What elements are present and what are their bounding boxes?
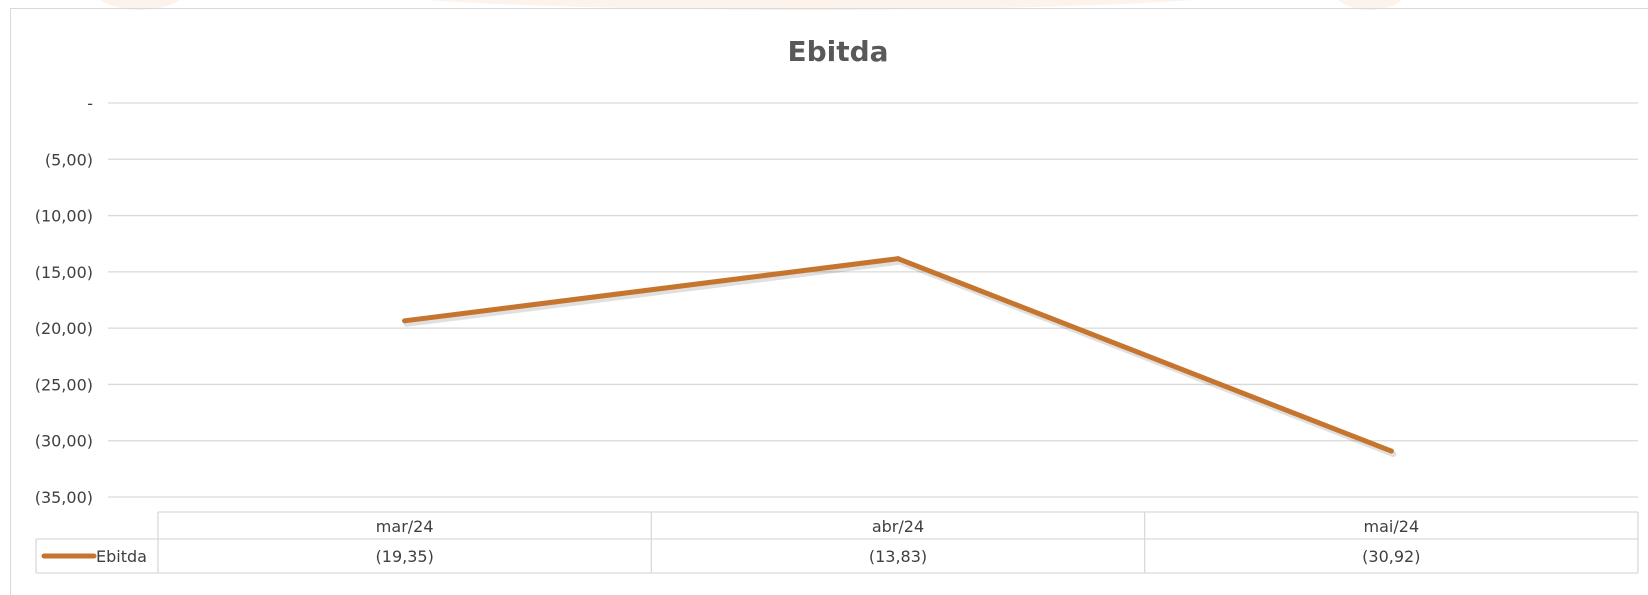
background-watermark-shape	[1330, 0, 1410, 10]
series-line-shadow	[403, 258, 1397, 458]
y-tick-label: (30,00)	[35, 432, 93, 451]
gridlines	[108, 102, 1638, 498]
chart-title: Ebitda	[787, 35, 888, 68]
y-tick-label: -	[87, 94, 93, 113]
y-tick-label: (25,00)	[35, 375, 93, 394]
category-label: abr/24	[872, 517, 924, 536]
category-label: mar/24	[376, 517, 434, 536]
data-table-value: (30,92)	[1362, 547, 1420, 566]
series-line-ebitda	[402, 256, 1394, 454]
series-layer	[402, 256, 1397, 458]
y-tick-label: (5,00)	[45, 150, 93, 169]
y-tick-label: (15,00)	[35, 263, 93, 282]
data-table-value: (19,35)	[376, 547, 434, 566]
background-watermark-shape	[330, 0, 1290, 10]
background-watermark-shape	[90, 0, 190, 10]
chart-frame	[10, 8, 1648, 595]
data-point	[402, 318, 408, 324]
y-tick-label: (20,00)	[35, 319, 93, 338]
data-point	[1388, 448, 1394, 454]
legend-series-name: Ebitda	[96, 547, 147, 566]
y-axis: - (5,00) (10,00) (15,00) (20,00) (25,00) (30,0…	[35, 94, 93, 507]
y-tick-label: (10,00)	[35, 207, 93, 226]
category-label: mai/24	[1364, 517, 1420, 536]
y-tick-label: (35,00)	[35, 488, 93, 507]
data-point	[895, 256, 901, 262]
data-table-value: (13,83)	[869, 547, 927, 566]
data-table: mar/24 abr/24 mai/24 Ebitda (19,35) (13,83) (3…	[35, 511, 1639, 574]
